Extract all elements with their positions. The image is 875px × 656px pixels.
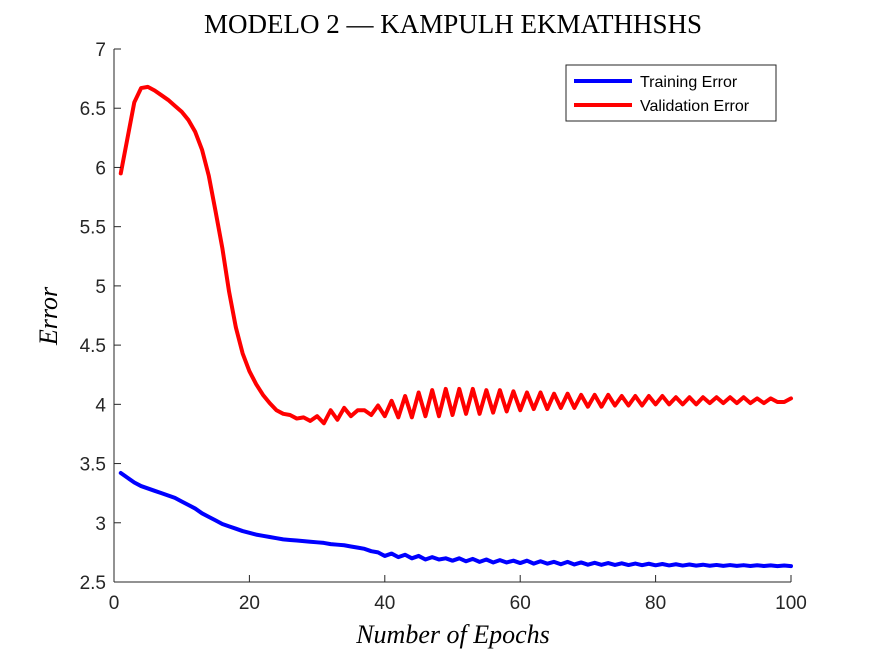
legend-label: Training Error — [640, 74, 738, 91]
plot-background — [114, 49, 791, 582]
y-tick-label: 6.5 — [80, 99, 106, 120]
x-tick-label: 0 — [109, 593, 120, 614]
y-tick-label: 3 — [95, 514, 106, 535]
y-tick-label: 2.5 — [80, 573, 106, 594]
x-tick-label: 100 — [775, 593, 807, 614]
y-tick-label: 3.5 — [80, 455, 106, 476]
x-tick-label: 40 — [374, 593, 395, 614]
series-line-training-error — [118, 471, 793, 569]
x-axis-label: Number of Epochs — [355, 620, 550, 649]
series-lines — [118, 84, 793, 569]
legend: Training Error Validation Error — [565, 64, 777, 122]
y-tick-label: 4.5 — [80, 336, 106, 357]
ticks: 0 20 40 60 80 100 2.5 3 3.5 4 4.5 5 5.5 6 6.5 7 — [80, 40, 807, 614]
legend-label: Validation Error — [640, 98, 750, 115]
plot-area — [114, 49, 791, 582]
y-tick-label: 5.5 — [80, 218, 106, 239]
y-tick-label: 4 — [95, 395, 106, 416]
chart-title: MODELO 2 — KAMPULH EKMATHHSHS — [204, 9, 702, 39]
y-axis-label: Error — [34, 286, 63, 346]
y-tick-label: 5 — [95, 277, 106, 298]
x-tick-label: 60 — [510, 593, 531, 614]
axes — [113, 49, 791, 583]
x-tick-label: 20 — [239, 593, 260, 614]
legend-box — [565, 64, 777, 122]
x-tick-label: 80 — [645, 593, 666, 614]
y-tick-label: 7 — [95, 40, 106, 61]
series-line-validation-error — [118, 84, 793, 426]
y-tick-label: 6 — [95, 158, 106, 179]
